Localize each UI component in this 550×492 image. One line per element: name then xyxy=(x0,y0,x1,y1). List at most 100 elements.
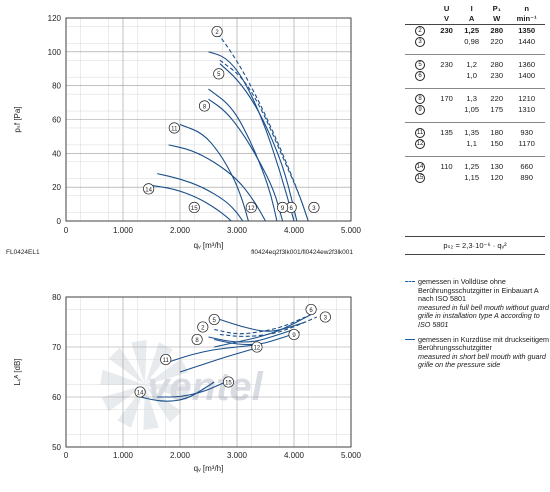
table-row: 15 1,15 120 890 xyxy=(405,172,545,183)
series-marker-11 xyxy=(168,122,180,134)
series-label-11: 11 xyxy=(171,126,178,132)
header-n: n xyxy=(524,4,529,13)
legend-solid-en: measured in short bell mouth with guard … xyxy=(418,351,546,370)
header-i: I xyxy=(470,4,473,13)
cell-i: 1,0 xyxy=(466,70,477,80)
header-p: P₁ xyxy=(492,4,501,13)
y-tick-label: 50 xyxy=(52,443,61,452)
cell-p: 280 xyxy=(490,25,504,35)
series-line-2 xyxy=(213,27,309,222)
y-tick-label: 100 xyxy=(48,48,62,57)
cell-u: 230 xyxy=(440,25,453,35)
watermark-fan-blade xyxy=(101,385,145,412)
series-label-3: 3 xyxy=(324,315,328,321)
series-marker-12 xyxy=(245,201,257,214)
y-tick-label: 20 xyxy=(52,183,61,192)
series-label-2: 2 xyxy=(215,30,219,36)
series-marker-14 xyxy=(134,386,146,398)
series-label-6: 6 xyxy=(289,206,293,212)
x-tick-label: 3.000 xyxy=(227,451,248,460)
series-line-3 xyxy=(219,59,309,222)
y-tick-label: 60 xyxy=(52,393,61,402)
curve-id-marker: 14 xyxy=(415,162,425,172)
y-tick-label: 80 xyxy=(52,82,61,91)
cell-p: 180 xyxy=(490,127,504,137)
series-marker-9 xyxy=(288,328,300,341)
cell-p: 150 xyxy=(490,138,504,148)
series-marker-12 xyxy=(251,341,263,353)
curve-id-marker: 5 xyxy=(415,60,425,70)
cell-u xyxy=(435,138,458,149)
curve-id-marker: 2 xyxy=(415,26,425,36)
cell-n: 1350 xyxy=(518,25,536,35)
watermark-fan-blade xyxy=(108,347,145,385)
cell-n: 890 xyxy=(520,172,533,182)
cell-i: 1,05 xyxy=(464,104,480,114)
series-line-14 xyxy=(151,184,232,222)
series-line-9 xyxy=(214,331,300,346)
cell-n: 1440 xyxy=(518,36,536,46)
x-tick-label: 4.000 xyxy=(284,451,305,460)
unit-i: A xyxy=(458,14,486,25)
series-label-12: 12 xyxy=(248,206,255,212)
legend-solid-de: gemessen in Kurzdüse mit druckseitigem B… xyxy=(418,334,550,353)
table-row: 11 135 1,35 180 930 xyxy=(405,127,545,138)
curve-id-marker: 9 xyxy=(415,105,425,115)
cell-u: 170 xyxy=(440,93,453,103)
cell-p: 230 xyxy=(490,70,504,80)
x-tick-label: 5.000 xyxy=(341,226,362,235)
cell-i: 1,25 xyxy=(464,161,480,171)
curve-id-marker: 15 xyxy=(415,173,425,183)
cell-n: 1170 xyxy=(518,138,535,148)
cell-n: 1210 xyxy=(518,93,536,103)
series-line-3 xyxy=(219,316,318,337)
header-u: U xyxy=(443,4,450,13)
x-tick-label: 1.000 xyxy=(113,226,134,235)
y-tick-label: 70 xyxy=(52,343,61,352)
cell-n: 1360 xyxy=(518,59,536,69)
y-axis-label: Lᵥᴬ [dB] xyxy=(13,358,22,385)
cell-p: 130 xyxy=(490,161,504,171)
series-line-12 xyxy=(179,124,249,222)
dashed-line-swatch xyxy=(405,281,415,282)
cell-p: 280 xyxy=(490,59,504,69)
table-row: 6 1,0 230 1400 xyxy=(405,70,545,81)
x-tick-label: 4.000 xyxy=(284,226,305,235)
curve-id-marker: 8 xyxy=(415,94,425,104)
x-tick-label: 5.000 xyxy=(341,451,362,460)
series-label-14: 14 xyxy=(145,187,152,193)
series-marker-15 xyxy=(188,201,200,214)
cell-i: 1,25 xyxy=(464,25,480,35)
x-tick-label: 3.000 xyxy=(227,226,248,235)
legend-item-solid: gemessen in Kurzdüse mit druckseitigem B… xyxy=(405,334,550,370)
series-label-8: 8 xyxy=(203,104,207,110)
curve-id-marker: 11 xyxy=(415,128,425,138)
cell-p: 220 xyxy=(490,93,504,103)
curve-id-marker: 6 xyxy=(415,71,425,81)
legend: gemessen in Volldüse ohne Berührungsschu… xyxy=(405,277,550,376)
unit-p: W xyxy=(485,14,509,25)
series-marker-9 xyxy=(277,201,289,214)
solid-line-swatch xyxy=(405,338,415,340)
series-marker-2 xyxy=(211,25,223,38)
cell-u: 110 xyxy=(440,161,453,171)
y-tick-label: 60 xyxy=(52,116,61,125)
y-tick-label: 0 xyxy=(57,217,62,226)
footer-left: FL0424EL1 xyxy=(6,249,40,256)
cell-i: 1,2 xyxy=(466,59,477,69)
cell-u xyxy=(435,70,458,81)
y-axis-label: pₛf [Pa] xyxy=(13,106,22,132)
series-line-8 xyxy=(208,98,284,222)
series-line-9 xyxy=(208,88,278,222)
cell-n: 1310 xyxy=(518,104,536,114)
series-line-2 xyxy=(214,316,306,335)
series-line-8 xyxy=(208,328,295,343)
table-row: 12 1,1 150 1170 xyxy=(405,138,545,149)
watermark-fan-blade xyxy=(100,369,145,385)
x-tick-label: 0 xyxy=(64,226,69,235)
legend-item-dashed: gemessen in Volldüse ohne Berührungsschu… xyxy=(405,277,550,330)
series-label-5: 5 xyxy=(217,72,221,78)
y-tick-label: 80 xyxy=(52,293,61,302)
series-label-14: 14 xyxy=(137,390,144,396)
series-label-6: 6 xyxy=(309,308,313,314)
